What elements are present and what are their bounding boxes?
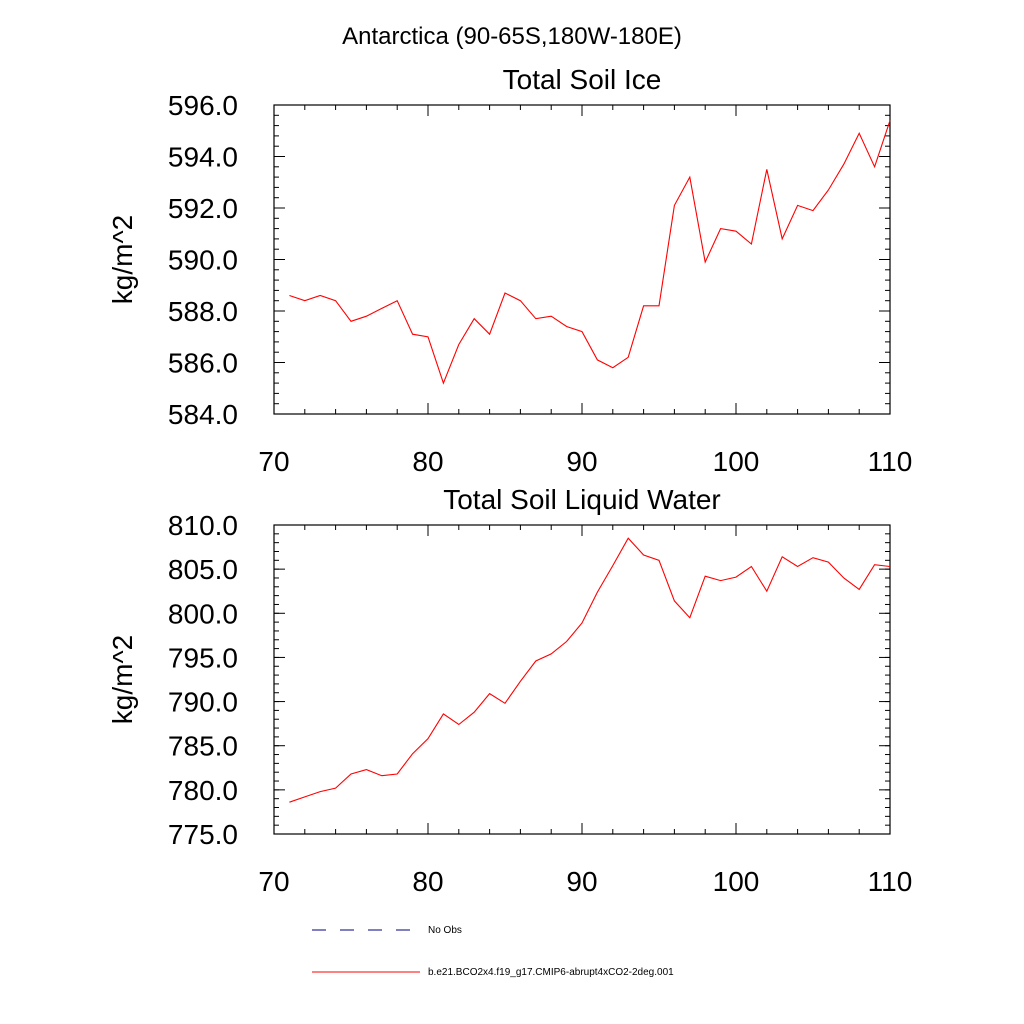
x-tick-label: 100 [713,866,760,897]
y-tick-label: 592.0 [168,193,238,224]
y-tick-label: 810.0 [168,510,238,541]
y-tick-label: 800.0 [168,598,238,629]
x-tick-label: 80 [412,446,443,477]
plot-frame [273,104,891,415]
x-tick-label: 80 [412,866,443,897]
y-tick-label: 584.0 [168,399,238,430]
y-tick-label: 594.0 [168,142,238,173]
panel-title: Total Soil Liquid Water [443,484,721,515]
series-line [289,537,891,803]
figure-title: Antarctica (90-65S,180W-180E) [342,23,682,50]
legend-label-model: b.e21.BCO2x4.f19_g17.CMIP6-abrupt4xCO2-2… [428,967,674,978]
legend-label-no-obs: No Obs [428,925,462,936]
y-axis-label: kg/m^2 [107,635,138,724]
panel-title: Total Soil Ice [503,64,662,95]
series-line [289,120,891,385]
panel-2: Total Soil Liquid Water kg/m^2 70 80 90 100 11… [107,484,912,897]
y-tick-label: 795.0 [168,642,238,673]
y-tick-label: 775.0 [168,819,238,850]
y-tick-label: 588.0 [168,296,238,327]
x-tick-label: 70 [258,446,289,477]
x-tick-label: 90 [566,446,597,477]
y-tick-label: 785.0 [168,731,238,762]
y-tick-label: 780.0 [168,775,238,806]
x-tick-label: 100 [713,446,760,477]
x-tick-label: 70 [258,866,289,897]
y-tick-label: 590.0 [168,245,238,276]
y-tick-label: 596.0 [168,90,238,121]
x-tick-label: 110 [868,866,913,897]
x-tick-label: 90 [566,866,597,897]
legend: No Obs b.e21.BCO2x4.f19_g17.CMIP6-abrupt… [312,925,674,978]
panel-1: Total Soil Ice kg/m^2 70 80 90 100 110 584.0 586… [107,64,912,477]
y-tick-label: 586.0 [168,348,238,379]
y-tick-label: 805.0 [168,554,238,585]
y-tick-label: 790.0 [168,687,238,718]
plot-frame [273,524,891,835]
x-tick-label: 110 [868,446,913,477]
y-axis-label: kg/m^2 [107,215,138,304]
panels: Total Soil Ice kg/m^2 70 80 90 100 110 584.0 586… [107,64,912,897]
